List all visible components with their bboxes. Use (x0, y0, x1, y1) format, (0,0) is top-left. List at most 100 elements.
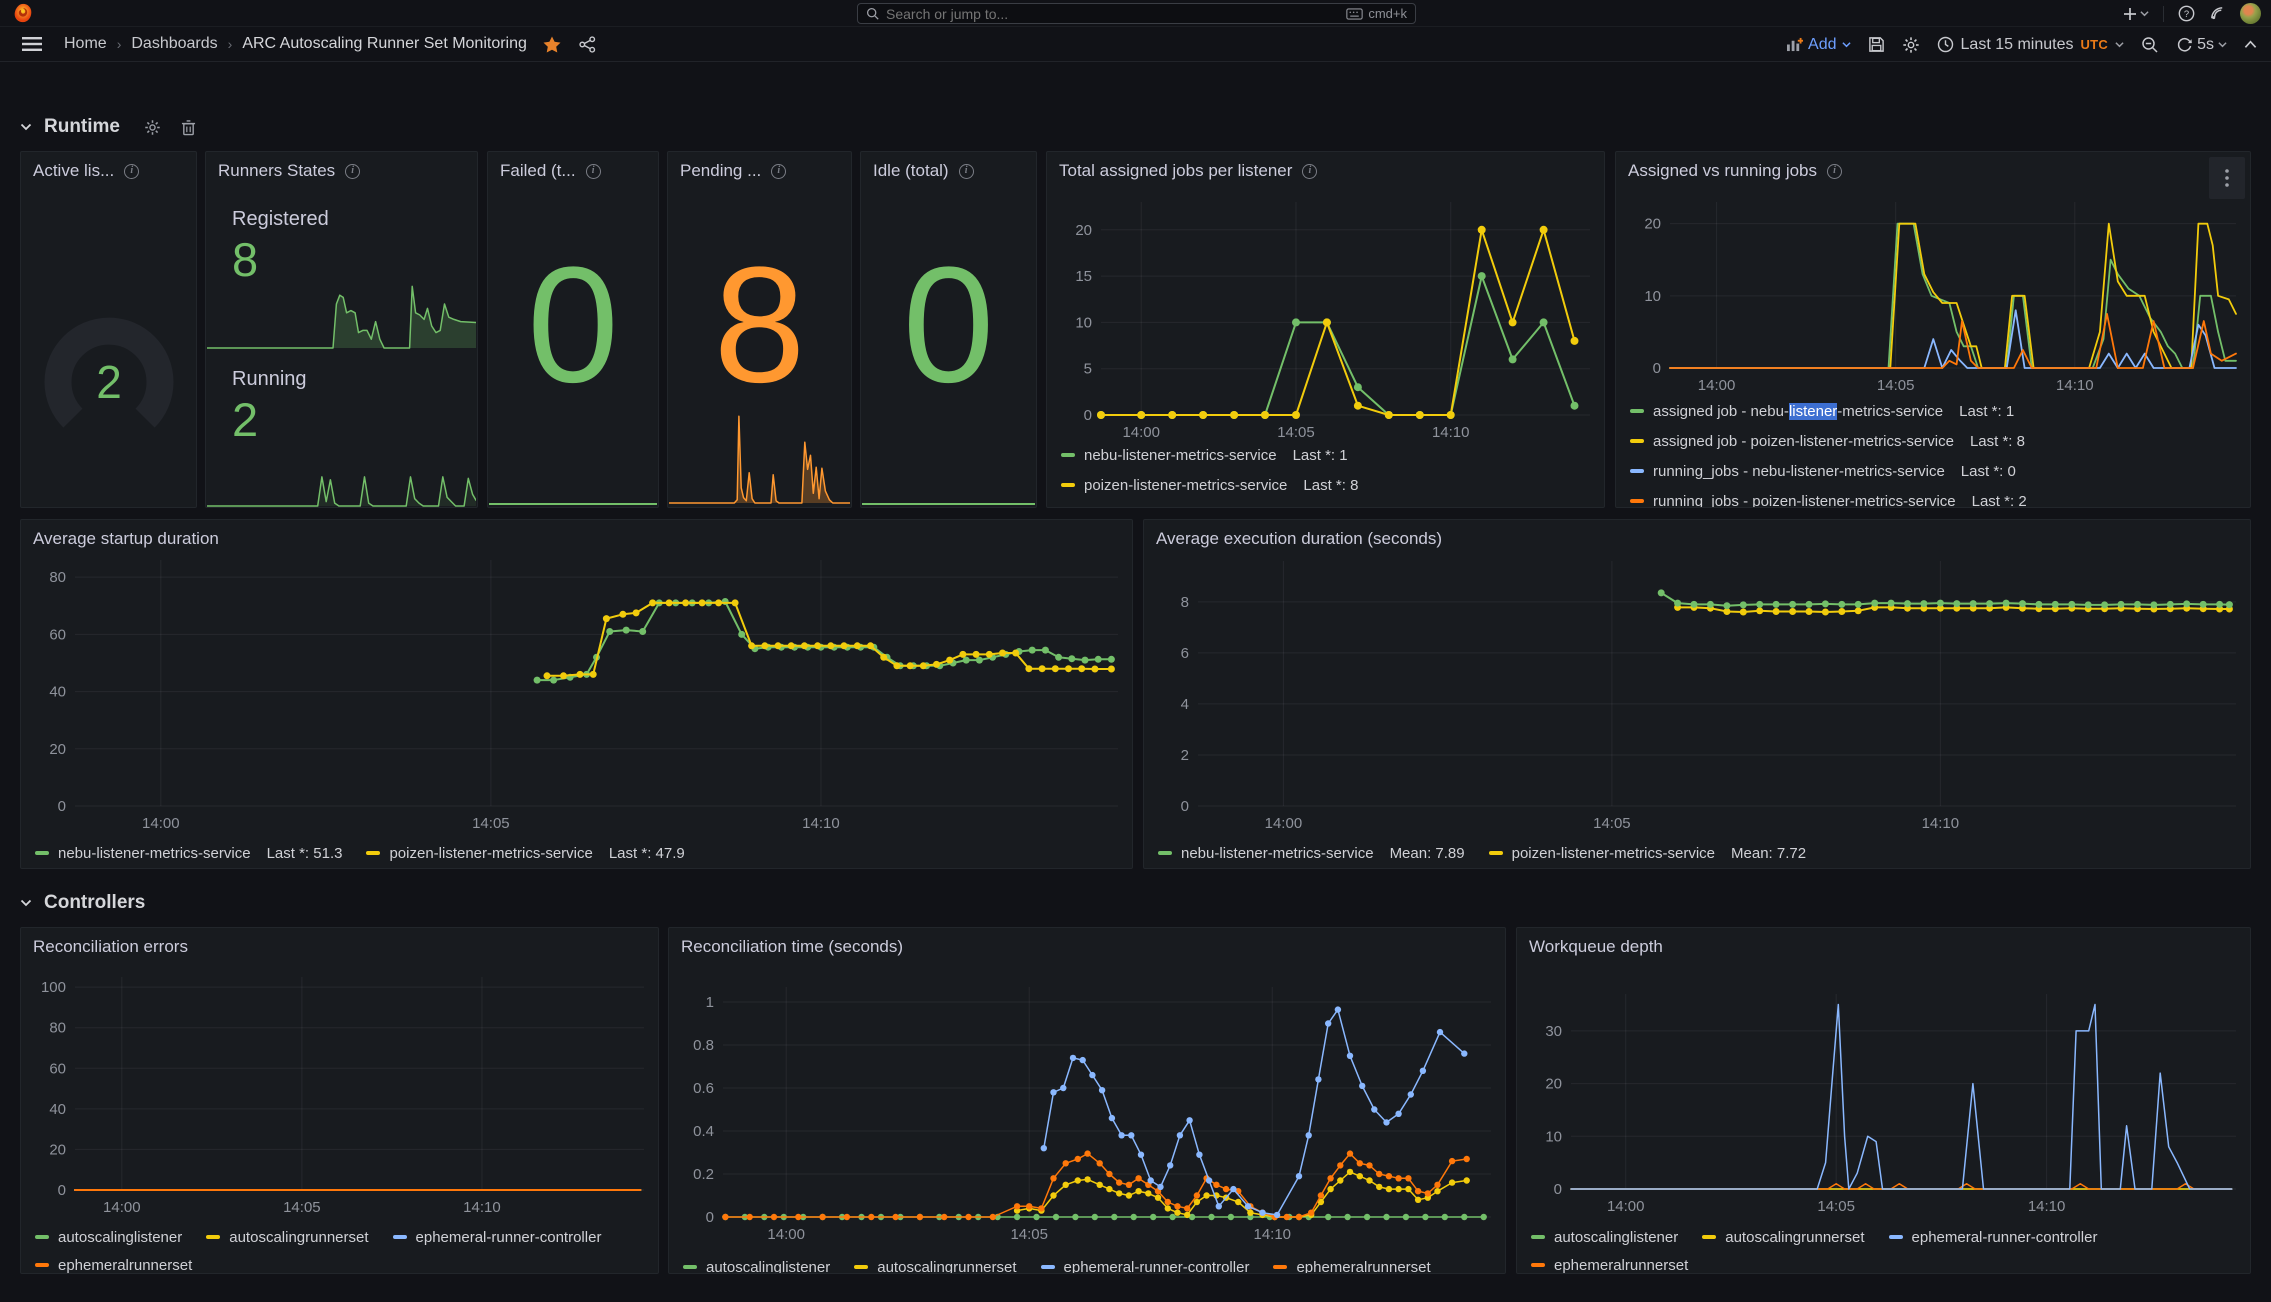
panel-menu-button[interactable] (2209, 157, 2245, 199)
plus-icon (2124, 7, 2136, 20)
favorite-star-icon[interactable] (543, 36, 561, 53)
stat-label: Registered (232, 208, 329, 230)
legend-item[interactable]: nebu-listener-metrics-service Last *: 51.… (35, 844, 342, 862)
info-icon[interactable]: i (124, 163, 140, 179)
legend-item[interactable]: ephemeralrunnerset (1273, 1258, 1431, 1273)
legend-item[interactable]: ephemeralrunnerset (35, 1256, 192, 1273)
legend-item[interactable]: assigned job - poizen-listener-metrics-s… (1630, 432, 2242, 450)
legend-item[interactable]: autoscalinglistener (1531, 1228, 1678, 1246)
svg-text:100: 100 (41, 979, 66, 996)
timeseries-chart[interactable]: 0 10 20 14:00 14:05 14:10 (1616, 152, 2250, 507)
legend-item[interactable]: ephemeral-runner-controller (1040, 1258, 1249, 1273)
refresh-picker[interactable]: 5s (2176, 36, 2227, 54)
legend-label: autoscalingrunnerset (229, 1228, 369, 1246)
panel-title[interactable]: Total assigned jobs per listener (1059, 161, 1293, 180)
row-delete-trash-icon[interactable] (181, 119, 196, 136)
top-app-bar: cmd+k ? (0, 0, 2271, 27)
save-dashboard-icon[interactable] (1868, 36, 1885, 53)
search-input[interactable] (886, 5, 1340, 22)
legend-item[interactable]: autoscalingrunnerset (206, 1228, 369, 1246)
chevron-down-icon (1841, 42, 1851, 48)
svg-text:0: 0 (1084, 407, 1092, 424)
panel-title[interactable]: Reconciliation errors (33, 937, 188, 956)
legend-label: autoscalinglistener (706, 1258, 831, 1274)
legend-item[interactable]: nebu-listener-metrics-service Mean: 7.89 (1158, 844, 1465, 862)
svg-text:2: 2 (1181, 747, 1189, 764)
legend-item[interactable]: autoscalinglistener (35, 1228, 182, 1246)
legend-item[interactable]: nebu-listener-metrics-service Last *: 1 (1061, 446, 1596, 464)
sparkline (207, 472, 476, 507)
panel-idle: Idle (total) i 0 (860, 151, 1037, 508)
timeseries-chart[interactable]: 0 2 4 6 8 14:00 14:05 14:10 (1144, 520, 2250, 868)
panel-title[interactable]: Workqueue depth (1529, 937, 1663, 956)
info-icon[interactable]: i (958, 163, 974, 179)
legend-label: autoscalinglistener (58, 1228, 183, 1246)
info-icon[interactable]: i (1302, 163, 1318, 179)
grafana-logo[interactable] (13, 3, 33, 23)
news-rss-icon[interactable] (2209, 5, 2226, 22)
info-icon[interactable]: i (771, 163, 787, 179)
legend-item[interactable]: autoscalingrunnerset (1702, 1228, 1865, 1246)
collapse-toolbar-caret-icon[interactable] (2244, 40, 2257, 49)
legend-item[interactable]: assigned job - nebu-listener-metrics-ser… (1630, 402, 2242, 420)
timeseries-chart[interactable]: 0 10 20 30 14:00 14:05 14:10 (1517, 928, 2250, 1273)
panel-title[interactable]: Runners States (218, 161, 336, 180)
svg-text:10: 10 (1644, 288, 1661, 305)
panel-title[interactable]: Active lis... (33, 161, 115, 180)
dashboard-settings-icon[interactable] (1902, 36, 1920, 54)
legend-item[interactable]: autoscalinglistener (683, 1258, 831, 1274)
user-avatar[interactable] (2240, 3, 2261, 24)
legend-item[interactable]: poizen-listener-metrics-service Mean: 7.7… (1488, 844, 1806, 862)
legend-item[interactable]: poizen-listener-metrics-service Last *: 4… (366, 844, 685, 862)
global-search[interactable]: cmd+k (857, 3, 1416, 24)
svg-text:14:05: 14:05 (1877, 377, 1915, 394)
legend-item[interactable]: running_jobs - nebu-listener-metrics-ser… (1630, 462, 2242, 480)
svg-text:1: 1 (706, 994, 714, 1011)
svg-text:80: 80 (49, 1020, 66, 1037)
legend-item[interactable]: ephemeral-runner-controller (1888, 1228, 2097, 1246)
breadcrumb-home[interactable]: Home (64, 35, 107, 52)
chevron-down-icon (20, 899, 32, 907)
info-icon[interactable]: i (345, 163, 361, 179)
row-settings-gear-icon[interactable] (144, 119, 161, 136)
legend-item[interactable]: running_jobs - poizen-listener-metrics-s… (1630, 492, 2242, 507)
zoom-out-icon[interactable] (2141, 36, 2159, 54)
info-icon[interactable]: i (1827, 163, 1843, 179)
add-panel-button[interactable]: Add (1786, 36, 1851, 54)
svg-text:14:10: 14:10 (802, 815, 840, 832)
section-controllers[interactable]: Controllers (20, 892, 145, 914)
svg-text:14:05: 14:05 (283, 1199, 321, 1216)
panel-title[interactable]: Assigned vs running jobs (1628, 161, 1818, 180)
info-icon[interactable]: i (585, 163, 601, 179)
breadcrumb-dashboards[interactable]: Dashboards (131, 35, 218, 52)
timeseries-chart[interactable]: 0 20 40 60 80 100 14:00 14:05 14:10 (21, 928, 658, 1273)
new-button[interactable] (2123, 7, 2149, 21)
timeseries-chart[interactable]: 0 5 10 15 20 14:00 14:05 14:10 (1047, 152, 1604, 507)
time-range-picker[interactable]: Last 15 minutes UTC (1937, 36, 2125, 54)
timeseries-chart[interactable]: 0 20 40 60 80 14:00 14:05 14:10 (21, 520, 1132, 868)
share-icon[interactable] (579, 35, 596, 53)
panel-title[interactable]: Failed (t... (500, 161, 576, 180)
help-icon[interactable]: ? (2178, 5, 2195, 22)
legend-item[interactable]: poizen-listener-metrics-service Last *: 8 (1061, 476, 1596, 494)
legend-item[interactable]: autoscalingrunnerset (854, 1258, 1017, 1274)
dashboard-toolbar: Home › Dashboards › ARC Autoscaling Runn… (0, 27, 2271, 62)
legend-swatch (35, 1263, 49, 1267)
panel-title[interactable]: Average startup duration (33, 529, 219, 548)
menu-hamburger-icon[interactable] (22, 37, 42, 51)
legend-label: poizen-listener-metrics-service (1511, 844, 1716, 862)
legend-item[interactable]: ephemeralrunnerset (1531, 1256, 1688, 1273)
breadcrumb-current[interactable]: ARC Autoscaling Runner Set Monitoring (242, 35, 527, 52)
legend-swatch (1630, 469, 1644, 473)
panel-title[interactable]: Idle (total) (873, 161, 949, 180)
panel-title[interactable]: Pending ... (680, 161, 762, 180)
section-runtime[interactable]: Runtime (20, 116, 196, 138)
sparkline (862, 497, 1035, 506)
legend-label: autoscalingrunnerset (877, 1258, 1017, 1274)
legend-item[interactable]: ephemeral-runner-controller (392, 1228, 601, 1246)
panel-title[interactable]: Average execution duration (seconds) (1156, 529, 1443, 548)
svg-text:15: 15 (1075, 268, 1092, 285)
panel-title[interactable]: Reconciliation time (seconds) (681, 937, 904, 956)
timeseries-chart[interactable]: 0 0.2 0.4 0.6 0.8 1 14:00 14:05 14:10 (669, 928, 1505, 1273)
svg-text:14:10: 14:10 (1922, 815, 1960, 832)
